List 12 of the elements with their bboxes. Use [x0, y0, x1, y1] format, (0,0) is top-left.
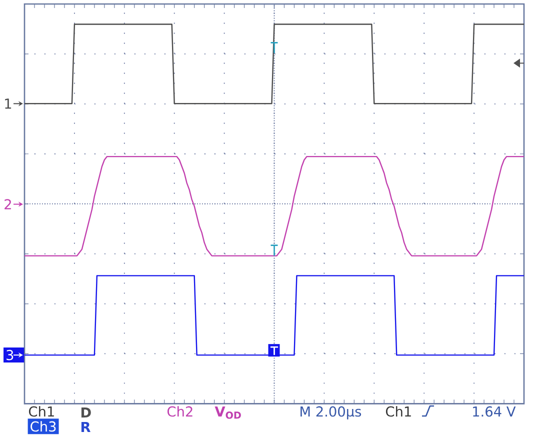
text: V$_{OD}$ [214, 406, 241, 419]
text: Ch1 [28, 406, 54, 417]
text: R [81, 422, 90, 432]
text: 1.64 V [473, 406, 516, 417]
text: D [81, 407, 91, 418]
text: M 2.00µs [300, 406, 362, 420]
text: Ch2 [167, 406, 192, 417]
text: Ch1 [386, 406, 411, 417]
series-label: 3 [6, 350, 14, 360]
legend-label: 1 [5, 98, 12, 109]
text: Ch3 [30, 421, 56, 432]
legend-label: 2 [4, 199, 11, 210]
